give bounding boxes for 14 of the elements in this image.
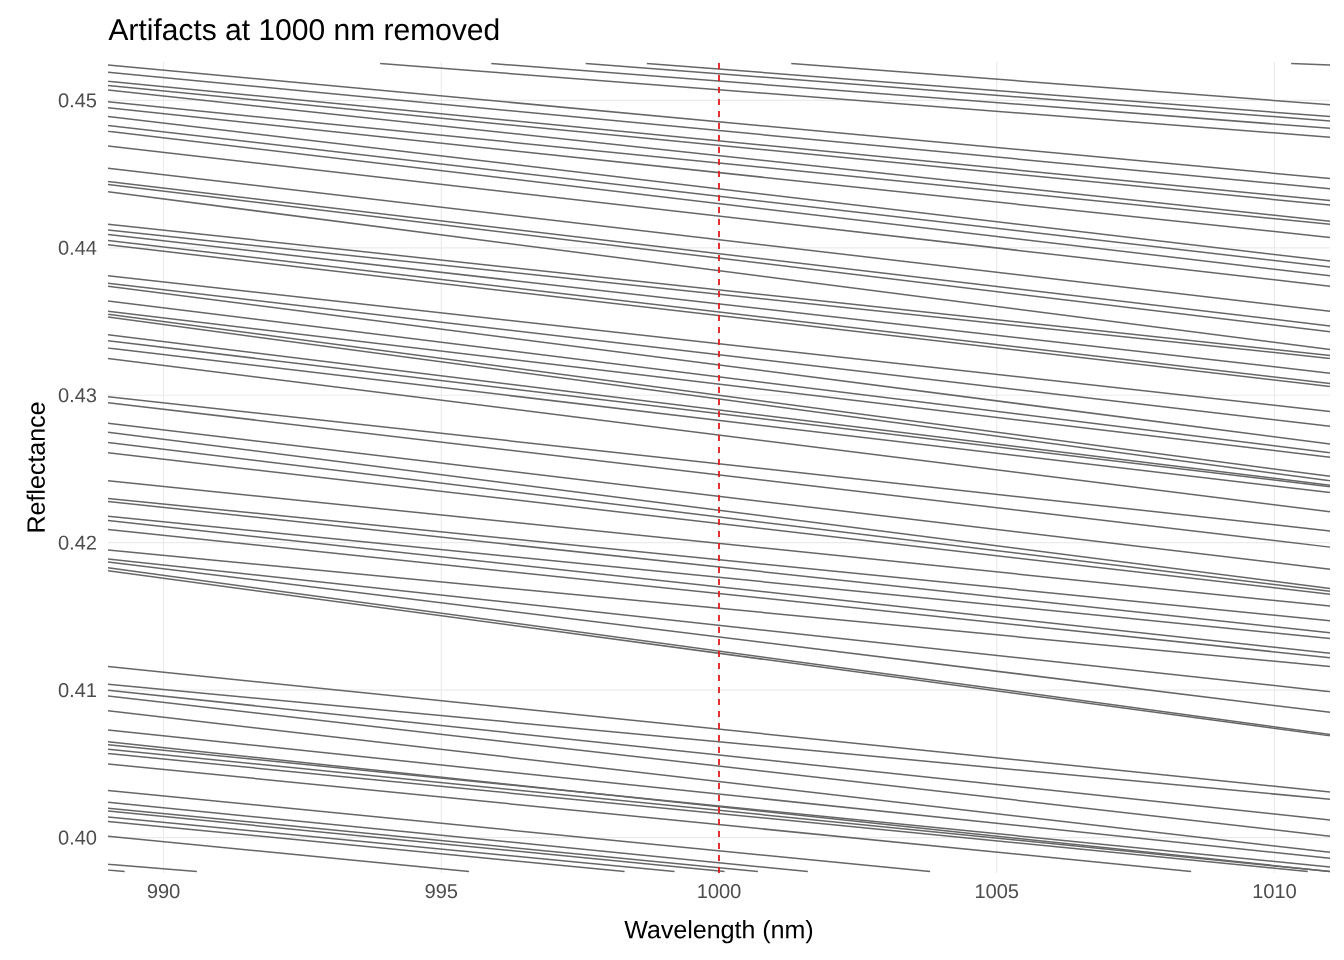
x-tick-label: 995 [425,884,458,899]
x-tick-label: 1010 [1253,884,1296,899]
x-tick-label: 1005 [976,884,1019,899]
y-tick-label: 0.43 [58,388,97,403]
y-tick-label: 0.44 [58,240,97,255]
chart-title: Artifacts at 1000 nm removed [108,18,499,41]
y-tick-label: 0.40 [58,830,97,845]
y-tick-label: 0.45 [58,93,97,108]
y-tick-label: 0.41 [58,683,96,698]
x-tick-label: 1000 [698,884,741,899]
y-axis-title: Reflectance [26,402,45,532]
x-tick-label: 990 [147,884,180,899]
x-axis-title: Wavelength (nm) [624,920,813,944]
y-tick-label: 0.42 [58,535,96,550]
